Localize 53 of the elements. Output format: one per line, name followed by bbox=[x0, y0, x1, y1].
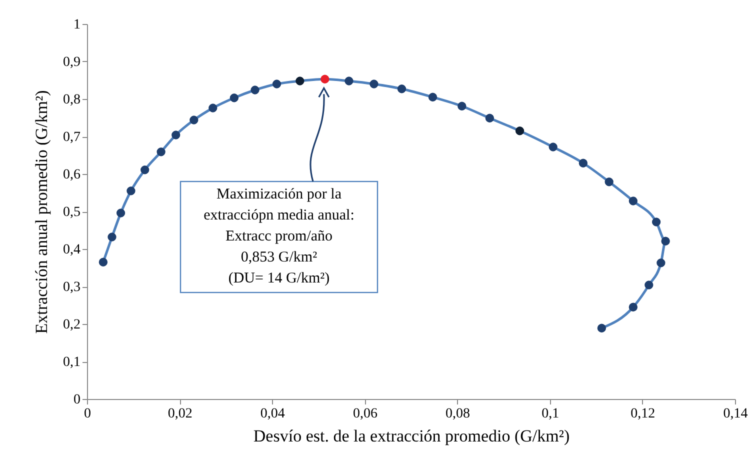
y-tick-label: 0,1 bbox=[63, 355, 80, 370]
point bbox=[428, 92, 438, 102]
point bbox=[548, 142, 558, 152]
x-tick-label: 0 bbox=[84, 406, 91, 422]
point bbox=[172, 130, 180, 140]
point bbox=[320, 74, 330, 84]
point bbox=[397, 84, 406, 94]
point bbox=[108, 232, 116, 242]
point bbox=[656, 258, 666, 268]
x-tick-label: 0,1 bbox=[542, 406, 560, 422]
point bbox=[344, 76, 354, 86]
point bbox=[250, 86, 260, 94]
y-tick-label: 0,7 bbox=[63, 130, 80, 145]
y-tick-label: 0,3 bbox=[63, 280, 80, 295]
y-tick-label: 0,9 bbox=[63, 55, 80, 70]
y-tick-label: 0,4 bbox=[63, 242, 80, 258]
point bbox=[156, 148, 166, 156]
point bbox=[515, 126, 524, 136]
point bbox=[116, 208, 126, 218]
point bbox=[604, 178, 614, 186]
y-tick-label: 0,5 bbox=[63, 205, 80, 220]
point bbox=[485, 114, 494, 122]
y-tick-label: 0,2 bbox=[63, 318, 80, 332]
y-tick-label: 0 bbox=[74, 392, 80, 408]
point bbox=[628, 196, 638, 206]
point bbox=[230, 94, 239, 102]
point bbox=[578, 158, 588, 168]
point bbox=[272, 80, 282, 88]
point bbox=[98, 258, 108, 266]
x-tick-label: 0,02 bbox=[168, 406, 192, 422]
x-axis-title: Desvío est. de la extracción promedio (G/km²) bbox=[253, 426, 570, 446]
point bbox=[140, 166, 150, 174]
point bbox=[370, 80, 378, 88]
point bbox=[628, 302, 638, 312]
x-tick-label: 0,14 bbox=[723, 406, 748, 422]
y-axis-title: Extracción anual promedio (G/km²) bbox=[32, 90, 51, 334]
point bbox=[652, 218, 661, 226]
point bbox=[296, 76, 304, 86]
point bbox=[126, 186, 136, 196]
point bbox=[661, 236, 670, 246]
x-tick-label: 0,04 bbox=[260, 406, 285, 422]
point bbox=[208, 104, 218, 112]
y-tick-label: 0,6 bbox=[63, 168, 80, 182]
point bbox=[597, 324, 606, 332]
annotation: Maximización por la extracciópn media anual: Extracc prom/año 0,853 G/km² (DU= 14 G/km²) bbox=[204, 186, 354, 286]
y-tick-label: 0,8 bbox=[63, 92, 80, 108]
point bbox=[644, 280, 654, 290]
point bbox=[458, 102, 466, 110]
x-tick-label: 0,08 bbox=[446, 406, 470, 422]
x-tick-label: 0,12 bbox=[630, 406, 656, 422]
point bbox=[190, 116, 198, 124]
y-tick-label: 1 bbox=[74, 18, 80, 32]
x-tick-label: 0,06 bbox=[352, 406, 378, 422]
